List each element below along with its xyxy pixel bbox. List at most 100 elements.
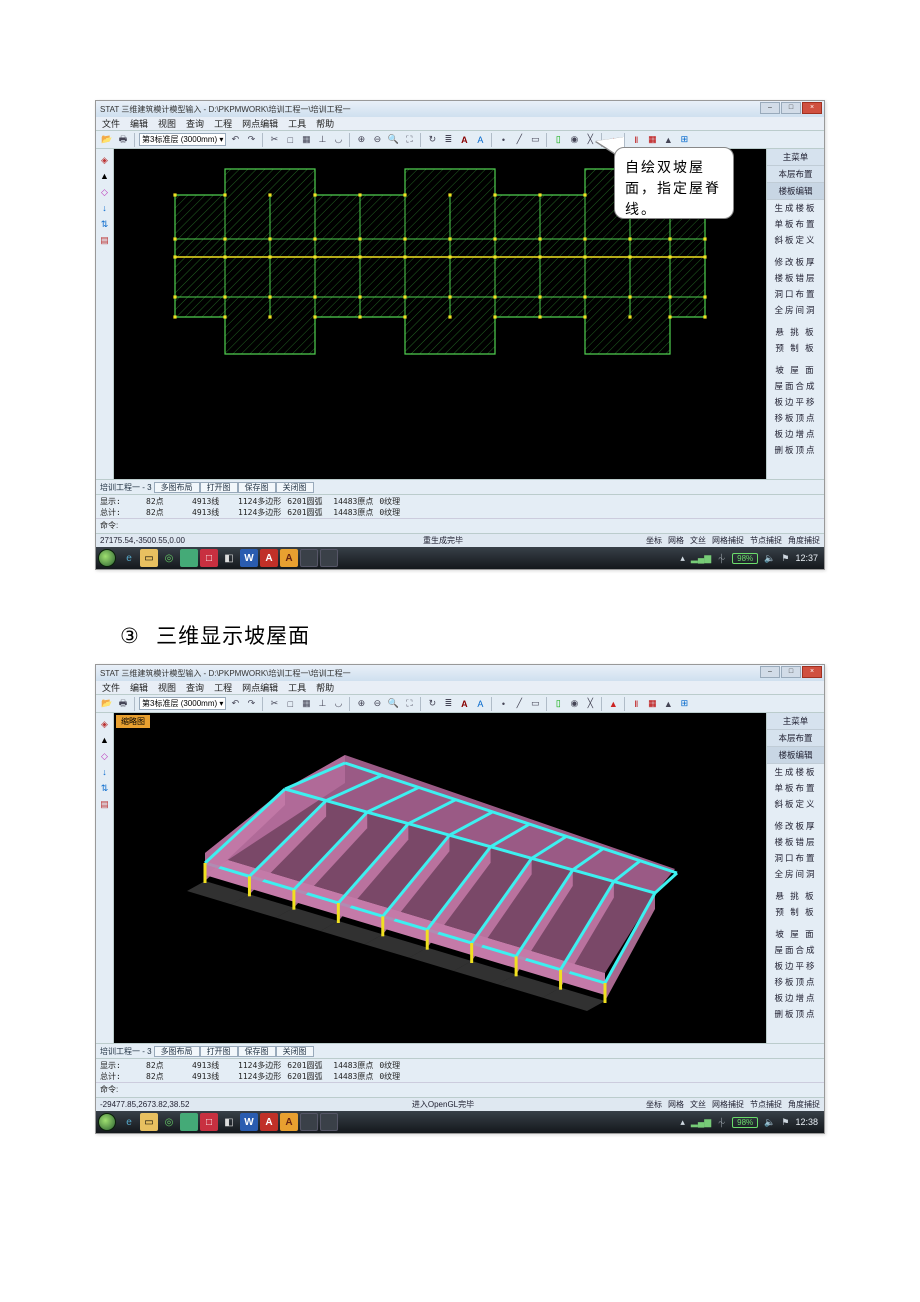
start-button[interactable] xyxy=(98,1113,116,1131)
signal-icon[interactable]: ▂▄▆ xyxy=(691,1117,711,1128)
snap2-icon[interactable]: ◉ xyxy=(567,697,581,711)
level-combo[interactable]: 第3标准层 (3000mm) ▾ xyxy=(139,697,226,710)
flag-icon[interactable]: ⚑ xyxy=(781,553,789,564)
menu-文件[interactable]: 文件 xyxy=(102,681,120,694)
close-button[interactable]: × xyxy=(802,102,822,114)
transform-icon[interactable]: ⇅ xyxy=(98,781,112,795)
arc-icon[interactable]: ◡ xyxy=(331,697,345,711)
line-icon[interactable]: ╱ xyxy=(512,697,526,711)
app4-icon[interactable]: ◧ xyxy=(220,1113,238,1131)
view-tab[interactable]: 保存图 xyxy=(238,1046,276,1057)
minimize-button[interactable]: – xyxy=(760,666,780,678)
panel-item[interactable]: 移板顶点 xyxy=(767,974,824,990)
cut-icon[interactable]: ✂ xyxy=(267,697,281,711)
app-icon[interactable]: ◎ xyxy=(160,549,178,567)
del-icon[interactable]: ‖ xyxy=(629,133,643,147)
snap1-icon[interactable]: ▯ xyxy=(551,133,565,147)
dim-icon[interactable]: □ xyxy=(283,133,297,147)
menu-编辑[interactable]: 编辑 xyxy=(130,117,148,130)
menu-编辑[interactable]: 编辑 xyxy=(130,681,148,694)
status-toggle[interactable]: 网格 xyxy=(668,535,684,546)
explorer-icon[interactable]: ▭ xyxy=(140,1113,158,1131)
point-icon[interactable]: • xyxy=(496,133,510,147)
battery-indicator[interactable]: 98% xyxy=(732,1117,758,1128)
volume-icon[interactable]: 🔈 xyxy=(764,553,775,564)
zoom-extents-icon[interactable]: ⛶ xyxy=(402,697,416,711)
panel-item[interactable]: 移板顶点 xyxy=(767,410,824,426)
status-toggle[interactable]: 坐标 xyxy=(646,1099,662,1110)
panel-item[interactable]: 生成楼板 xyxy=(767,764,824,780)
solid-icon[interactable]: ▲ xyxy=(98,733,112,747)
cut-icon[interactable]: ✂ xyxy=(267,133,281,147)
zoom-in-icon[interactable]: ⊕ xyxy=(354,133,368,147)
print-icon[interactable]: 🖶 xyxy=(116,697,130,711)
volume-icon[interactable]: 🔈 xyxy=(764,1117,775,1128)
snap1-icon[interactable]: ▯ xyxy=(551,697,565,711)
app2-icon[interactable] xyxy=(180,1113,198,1131)
panel-item[interactable]: 坡 屋 面 xyxy=(767,362,824,378)
menu-网点编辑[interactable]: 网点编辑 xyxy=(242,681,278,694)
view-tab[interactable]: 打开图 xyxy=(200,1046,238,1057)
panel-item[interactable]: 单板布置 xyxy=(767,780,824,796)
refresh-icon[interactable]: ↻ xyxy=(425,697,439,711)
zoom-window-icon[interactable]: 🔍 xyxy=(386,697,400,711)
menu-帮助[interactable]: 帮助 xyxy=(316,681,334,694)
maximize-button[interactable]: □ xyxy=(781,666,801,678)
panel-item[interactable]: 预 制 板 xyxy=(767,340,824,356)
panel-head[interactable]: 本层布置 xyxy=(767,730,824,747)
app6-icon[interactable] xyxy=(320,549,338,567)
drawing-canvas-3d[interactable]: 缩略图 xyxy=(114,713,766,1043)
panel-item[interactable]: 板边增点 xyxy=(767,426,824,442)
grid-icon[interactable]: ▦ xyxy=(299,133,313,147)
menu-帮助[interactable]: 帮助 xyxy=(316,117,334,130)
app-icon[interactable]: ◎ xyxy=(160,1113,178,1131)
view-tab[interactable]: 多图布局 xyxy=(154,1046,200,1057)
font-icon[interactable]: A xyxy=(457,697,471,711)
point-icon[interactable]: • xyxy=(496,697,510,711)
font-icon[interactable]: A xyxy=(457,133,471,147)
flag-icon[interactable]: ⚑ xyxy=(781,1117,789,1128)
panel-item[interactable]: 删板顶点 xyxy=(767,1006,824,1022)
panel-item[interactable]: 删板顶点 xyxy=(767,442,824,458)
zoom-extents-icon[interactable]: ⛶ xyxy=(402,133,416,147)
panel-head[interactable]: 楼板编辑 xyxy=(767,747,824,764)
app5-icon[interactable] xyxy=(300,1113,318,1131)
panel-item[interactable]: 洞口布置 xyxy=(767,286,824,302)
panel-item[interactable]: 单板布置 xyxy=(767,216,824,232)
command-line[interactable]: 命令: xyxy=(96,1082,824,1097)
zoom-in-icon[interactable]: ⊕ xyxy=(354,697,368,711)
clock[interactable]: 12:38 xyxy=(795,1117,818,1127)
transform-icon[interactable]: ⇅ xyxy=(98,217,112,231)
open-icon[interactable]: 📂 xyxy=(100,133,114,147)
magenta-icon[interactable]: ◇ xyxy=(98,749,112,763)
app5-icon[interactable] xyxy=(300,549,318,567)
undo-icon[interactable]: ↶ xyxy=(228,697,242,711)
ie-icon[interactable]: e xyxy=(120,1113,138,1131)
zoom-window-icon[interactable]: 🔍 xyxy=(386,133,400,147)
app3-icon[interactable]: □ xyxy=(200,549,218,567)
menu-工具[interactable]: 工具 xyxy=(288,117,306,130)
minimize-button[interactable]: – xyxy=(760,102,780,114)
redo-icon[interactable]: ↷ xyxy=(244,697,258,711)
panel-item[interactable]: 斜板定义 xyxy=(767,232,824,248)
menu-查询[interactable]: 查询 xyxy=(186,681,204,694)
panel-head[interactable]: 本层布置 xyxy=(767,166,824,183)
panel-item[interactable]: 板边平移 xyxy=(767,394,824,410)
view-tab[interactable]: 关闭图 xyxy=(276,482,314,493)
status-toggle[interactable]: 节点捕捉 xyxy=(750,535,782,546)
word-icon[interactable]: W xyxy=(240,1113,258,1131)
panel-head[interactable]: 主菜单 xyxy=(767,713,824,730)
axis-icon[interactable]: ⊥ xyxy=(315,133,329,147)
status-toggle[interactable]: 网格捕捉 xyxy=(712,1099,744,1110)
redo-icon[interactable]: ↷ xyxy=(244,133,258,147)
rect-icon[interactable]: ▭ xyxy=(528,133,542,147)
bars-icon[interactable]: ▤ xyxy=(98,797,112,811)
bars-icon[interactable]: ▤ xyxy=(98,233,112,247)
grid-icon[interactable]: ▦ xyxy=(299,697,313,711)
app3-icon[interactable]: □ xyxy=(200,1113,218,1131)
panel-item[interactable]: 生成楼板 xyxy=(767,200,824,216)
panel-item[interactable]: 预 制 板 xyxy=(767,904,824,920)
battery-indicator[interactable]: 98% xyxy=(732,553,758,564)
snap3-icon[interactable]: ╳ xyxy=(583,697,597,711)
start-button[interactable] xyxy=(98,549,116,567)
